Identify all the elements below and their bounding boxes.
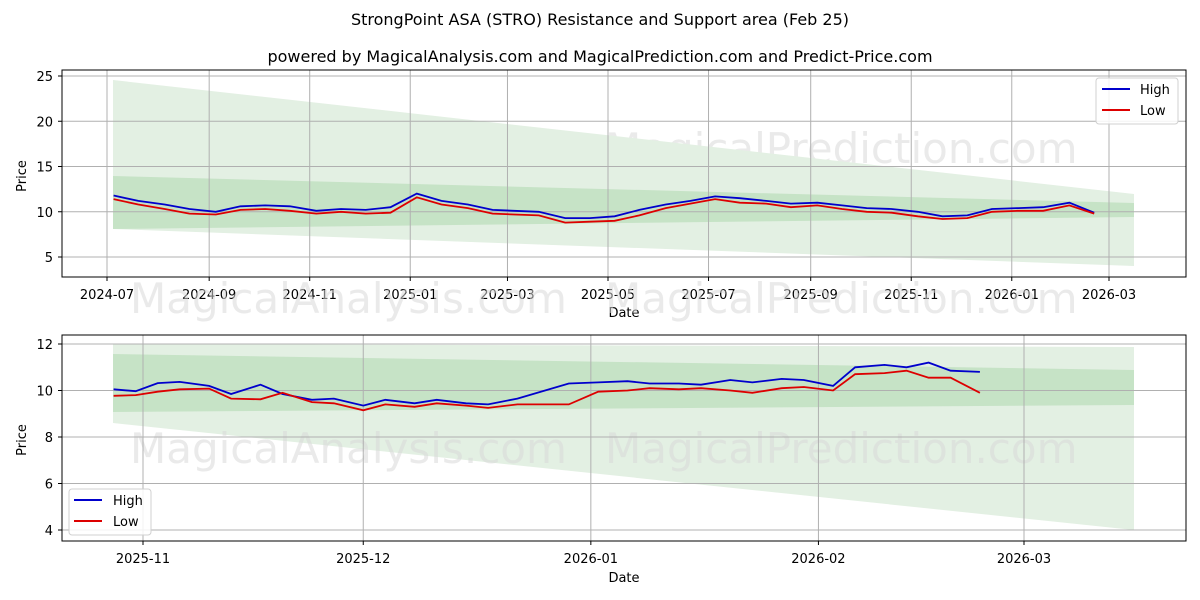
x-axis: 2025-11 2025-12 2026-01 2026-02 2026-03 (116, 541, 1051, 567)
legend-high-label: High (113, 494, 143, 509)
high-line (113, 361, 980, 407)
low-line (113, 369, 981, 412)
y-tick-label: 4 (45, 524, 53, 539)
y-axis: 4 6 8 10 12 (36, 338, 62, 539)
y-tick-label: 8 (45, 431, 53, 446)
grid (62, 335, 1186, 541)
watermark-magicalanalysis: MagicalAnalysis.com (130, 424, 567, 473)
x-tick-label: 2024-07 (80, 288, 134, 303)
top-chart: MagicalAnalysis.com MagicalPrediction.co… (15, 69, 1187, 323)
y-tick-label: 10 (36, 385, 53, 400)
y-tick-label: 20 (36, 115, 53, 130)
inner-band (113, 176, 1134, 229)
axes-frame (61, 69, 1187, 278)
watermark-magicalprediction: MagicalPrediction.com (605, 424, 1078, 473)
y-tick-label: 25 (36, 70, 53, 85)
y-tick-label: 10 (36, 206, 53, 221)
y-axis-label: Price (15, 424, 30, 456)
y-tick-label: 15 (36, 161, 53, 176)
x-tick-label: 2025-05 (581, 288, 635, 303)
x-tick-label: 2024-11 (283, 288, 337, 303)
bottom-chart: MagicalAnalysis.com MagicalPrediction.co… (15, 334, 1187, 586)
legend-low-label: Low (1140, 104, 1166, 119)
inner-band (113, 354, 1134, 412)
legend: High Low (1095, 77, 1179, 125)
x-tick-label: 2026-03 (1082, 288, 1136, 303)
x-tick-label: 2026-02 (791, 552, 845, 567)
y-tick-label: 6 (45, 478, 53, 493)
low-line (113, 196, 1095, 224)
x-tick-label: 2026-01 (985, 288, 1039, 303)
chart-subtitle: powered by MagicalAnalysis.com and Magic… (267, 47, 933, 66)
outer-band (113, 80, 1134, 266)
x-axis-label: Date (608, 571, 639, 586)
chart-title: StrongPoint ASA (STRO) Resistance and Su… (350, 10, 850, 29)
high-line (113, 192, 1095, 220)
legend-high-label: High (1140, 83, 1170, 98)
x-axis: 2024-07 2024-09 2024-11 2025-01 2025-03 2025-… (80, 277, 1136, 303)
x-tick-label: 2025-12 (336, 552, 390, 567)
y-tick-label: 5 (45, 251, 53, 266)
legend: High Low (68, 488, 152, 536)
watermark-magicalanalysis: MagicalAnalysis.com (130, 274, 567, 323)
x-tick-label: 2025-07 (681, 288, 735, 303)
y-axis: 5 10 15 20 25 (36, 70, 62, 266)
x-tick-label: 2025-03 (480, 288, 534, 303)
x-tick-label: 2025-09 (784, 288, 838, 303)
axes-frame (61, 334, 1187, 542)
x-tick-label: 2025-11 (884, 288, 938, 303)
y-axis-label: Price (15, 160, 30, 192)
y-tick-label: 12 (36, 338, 53, 353)
x-tick-label: 2026-03 (997, 552, 1051, 567)
x-tick-label: 2025-01 (383, 288, 437, 303)
watermark-magicalprediction: MagicalPrediction.com (605, 274, 1078, 323)
x-tick-label: 2025-11 (116, 552, 170, 567)
x-axis-label: Date (608, 306, 639, 321)
legend-low-label: Low (113, 515, 139, 530)
x-tick-label: 2024-09 (182, 288, 236, 303)
x-tick-label: 2026-01 (564, 552, 618, 567)
